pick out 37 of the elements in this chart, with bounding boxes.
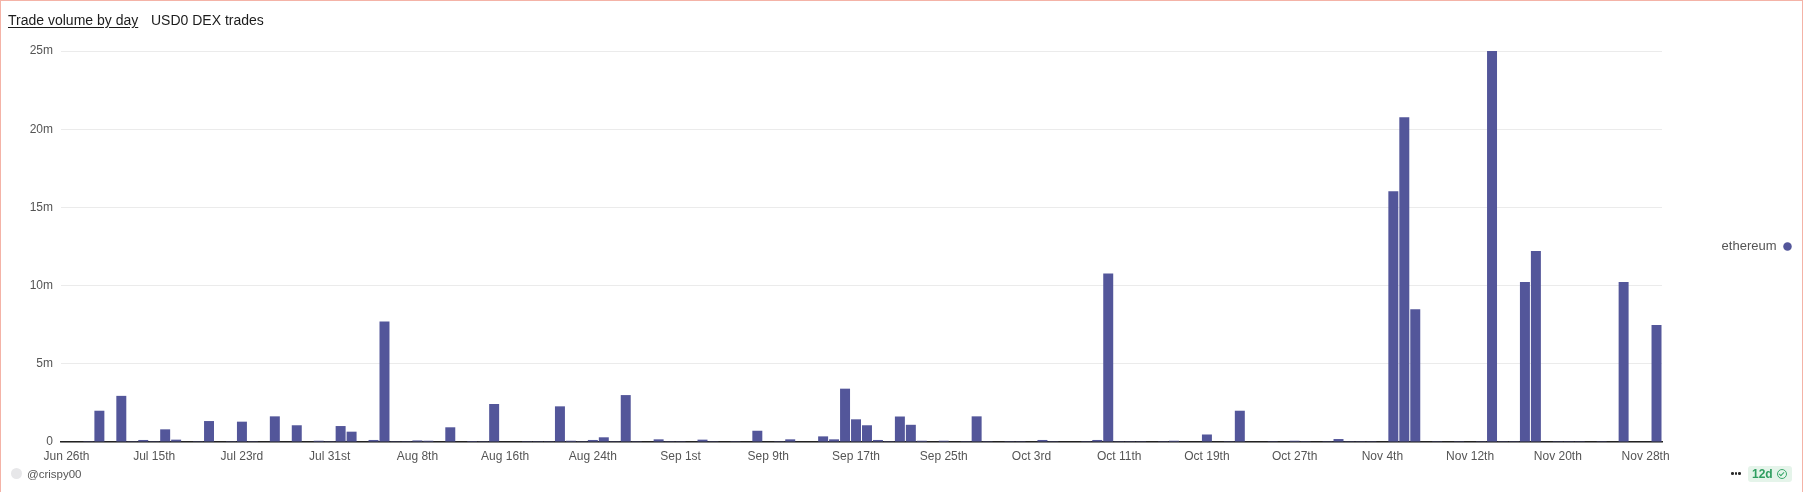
x-tick-label: Sep 25th bbox=[919, 448, 968, 463]
x-tick-label: Sep 9th bbox=[747, 448, 789, 463]
x-tick-label: Nov 12th bbox=[1446, 448, 1495, 463]
x-tick-label: Nov 20th bbox=[1533, 448, 1582, 463]
x-tick-label: Aug 8th bbox=[396, 448, 439, 463]
chart-title: Trade volume by day bbox=[8, 11, 139, 29]
x-tick-label: Jun 26th bbox=[43, 448, 90, 463]
text: @crispy00 bbox=[27, 467, 82, 481]
x-tick-label: Sep 17th bbox=[831, 448, 881, 463]
x-tick-label: Aug 16th bbox=[481, 448, 530, 463]
y-tick-label: 0 bbox=[46, 434, 54, 449]
y-tick-label: 20m bbox=[29, 121, 53, 136]
x-tick-label: Jul 31st bbox=[308, 448, 351, 463]
y-tick-label: 10m bbox=[29, 277, 53, 292]
x-tick-label: Nov 28th bbox=[1621, 448, 1670, 463]
x-tick-label: Jul 23rd bbox=[220, 448, 264, 463]
legend-label: ethereum bbox=[1721, 238, 1777, 254]
y-tick-label: 5m bbox=[36, 356, 53, 371]
y-tick-label: 25m bbox=[29, 43, 53, 58]
x-tick-label: Aug 24th bbox=[568, 448, 617, 463]
y-tick-label: 15m bbox=[29, 199, 53, 214]
bar bbox=[269, 416, 280, 442]
bar bbox=[445, 427, 456, 442]
chart-subtitle: USD0 DEX trades bbox=[151, 11, 264, 29]
x-tick-label: Oct 11th bbox=[1096, 448, 1142, 463]
x-tick-label: Oct 3rd bbox=[1011, 448, 1052, 463]
bar bbox=[1651, 325, 1662, 442]
x-tick-label: Jul 15th bbox=[133, 448, 176, 463]
x-tick-label: Oct 27th bbox=[1271, 448, 1318, 463]
bar bbox=[752, 430, 763, 442]
x-tick-label: Sep 1st bbox=[660, 448, 702, 463]
bar bbox=[1201, 434, 1212, 442]
bar bbox=[291, 425, 302, 442]
bar bbox=[1618, 282, 1629, 442]
x-tick-label: Nov 4th bbox=[1361, 448, 1404, 463]
x-tick-label: Oct 19th bbox=[1184, 448, 1230, 463]
badge: 12d bbox=[1748, 466, 1792, 482]
